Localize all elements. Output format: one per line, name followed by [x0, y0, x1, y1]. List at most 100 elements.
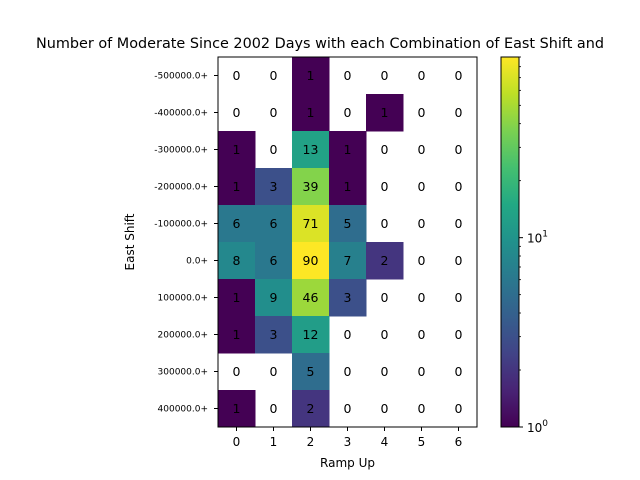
- cell-value-label: 0: [233, 364, 241, 379]
- cell-value-label: 46: [303, 290, 319, 305]
- heatmap-cell: [218, 131, 256, 169]
- cell-value-label: 0: [418, 216, 426, 231]
- cell-value-label: 0: [455, 68, 463, 83]
- x-axis-label: Ramp Up: [320, 456, 375, 470]
- x-tick-label: 6: [455, 435, 463, 449]
- heatmap-cell: [255, 168, 293, 206]
- heatmap-cell: [255, 205, 293, 243]
- y-axis-ticks: -500000.0+ -400000.0+ -300000.0+ -200000.0+…: [154, 72, 218, 415]
- heatmap-cell: [329, 131, 367, 169]
- heatmap-cell: [292, 242, 330, 280]
- cell-value-label: 1: [233, 179, 241, 194]
- heatmap-cell: [329, 279, 367, 317]
- cell-value-label: 0: [455, 179, 463, 194]
- cell-value-label: 0: [381, 68, 389, 83]
- cell-value-label: 0: [344, 68, 352, 83]
- cell-value-label: 0: [381, 142, 389, 157]
- colorbar-tick-label: 100: [527, 419, 548, 435]
- cell-value-label: 2: [381, 253, 389, 268]
- cell-value-label: 0: [455, 290, 463, 305]
- heatmap-cell: [292, 57, 330, 95]
- heatmap-cell: [218, 168, 256, 206]
- y-tick-label: 400000.0+: [158, 405, 208, 415]
- cell-value-label: 0: [233, 105, 241, 120]
- cell-value-label: 39: [303, 179, 319, 194]
- colorbar: [500, 56, 520, 428]
- x-tick-label: 2: [307, 435, 315, 449]
- heatmap-cell: [218, 279, 256, 317]
- y-tick-label: 300000.0+: [158, 368, 208, 378]
- cell-value-label: 5: [344, 216, 352, 231]
- heatmap-cell: [218, 242, 256, 280]
- cell-value-label: 6: [270, 253, 278, 268]
- cell-value-label: 71: [303, 216, 319, 231]
- cell-value-label: 0: [418, 290, 426, 305]
- cell-value-label: 5: [307, 364, 315, 379]
- cell-value-label: 1: [307, 105, 315, 120]
- x-tick-label: 0: [233, 435, 241, 449]
- cell-value-label: 0: [418, 68, 426, 83]
- x-tick-label: 3: [344, 435, 352, 449]
- cell-value-label: 13: [303, 142, 319, 157]
- cell-value-label: 0: [455, 142, 463, 157]
- cell-value-label: 1: [233, 327, 241, 342]
- heatmap-cell: [292, 316, 330, 354]
- cell-value-label: 0: [418, 179, 426, 194]
- chart-title: Number of Moderate Since 2002 Days with …: [36, 36, 604, 52]
- cell-value-label: 0: [455, 327, 463, 342]
- y-tick-label: -300000.0+: [154, 146, 208, 156]
- y-tick-label: -200000.0+: [154, 183, 208, 193]
- heatmap-cell: [292, 390, 330, 428]
- cell-value-label: 0: [344, 401, 352, 416]
- cell-value-label: 0: [418, 105, 426, 120]
- cell-value-label: 0: [418, 401, 426, 416]
- cell-value-label: 0: [455, 105, 463, 120]
- cell-value-label: 1: [307, 68, 315, 83]
- cell-value-label: 7: [344, 253, 352, 268]
- cell-value-label: 90: [303, 253, 319, 268]
- cell-value-label: 0: [381, 364, 389, 379]
- cell-value-label: 1: [233, 142, 241, 157]
- cell-value-label: 6: [233, 216, 241, 231]
- heatmap-cell: [366, 242, 404, 280]
- heatmap-cell: [255, 242, 293, 280]
- heatmap-cell: [292, 131, 330, 169]
- heatmap-cell: [329, 168, 367, 206]
- y-tick-label: 200000.0+: [158, 331, 208, 341]
- cell-value-label: 0: [381, 179, 389, 194]
- y-tick-label: 0.0+: [186, 257, 208, 267]
- cell-value-label: 1: [344, 142, 352, 157]
- x-tick-label: 1: [270, 435, 278, 449]
- y-tick-label: -100000.0+: [154, 220, 208, 230]
- cell-value-label: 0: [344, 364, 352, 379]
- cell-value-label: 0: [233, 68, 241, 83]
- heatmap-cell: [218, 205, 256, 243]
- heatmap-cells: [218, 57, 404, 428]
- colorbar-ticks: 100 101: [519, 56, 548, 435]
- cell-value-label: 0: [418, 253, 426, 268]
- cell-value-label: 3: [270, 327, 278, 342]
- cell-value-label: 1: [233, 401, 241, 416]
- cell-value-label: 0: [381, 327, 389, 342]
- cell-value-label: 0: [381, 401, 389, 416]
- y-tick-label: -500000.0+: [154, 72, 208, 82]
- heatmap-cell: [366, 94, 404, 132]
- cell-value-label: 0: [455, 364, 463, 379]
- heatmap-cell: [292, 205, 330, 243]
- cell-value-label: 8: [233, 253, 241, 268]
- cell-value-label: 0: [270, 401, 278, 416]
- cell-value-label: 1: [381, 105, 389, 120]
- cell-value-label: 2: [307, 401, 315, 416]
- cell-value-label: 3: [270, 179, 278, 194]
- cell-value-label: 12: [303, 327, 319, 342]
- cell-value-label: 0: [270, 142, 278, 157]
- cell-value-label: 0: [418, 327, 426, 342]
- heatmap-cell: [329, 242, 367, 280]
- x-axis-ticks: 0 1 2 3 4 5 6: [233, 427, 463, 449]
- cell-value-label: 0: [344, 327, 352, 342]
- cell-value-label: 1: [233, 290, 241, 305]
- heatmap-cell: [292, 279, 330, 317]
- heatmap-cell-labels: 0 0 1 0 0 0 00 0 1 0 1 0 01 0 13 1 0 0 01 3 39 1 0 0 06 6 71 5 0 0 08 6…: [233, 68, 463, 416]
- y-axis-label: East Shift: [123, 213, 137, 270]
- cell-value-label: 1: [344, 179, 352, 194]
